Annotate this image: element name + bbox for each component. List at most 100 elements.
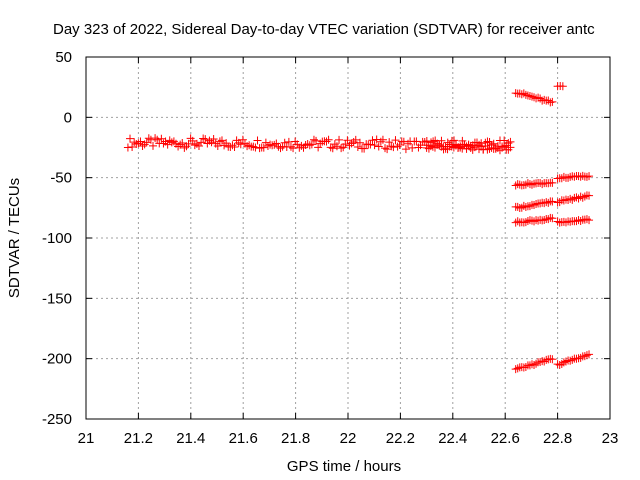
data-point [199,134,208,143]
data-point [309,135,318,144]
data-point [523,179,532,188]
data-point [561,357,570,366]
data-point [339,143,348,152]
x-tick-label: 21.2 [124,430,153,447]
y-tick-labels: 50 0 -50 -100 -150 -200 -250 [42,49,72,428]
data-point [530,200,539,209]
series-arc-3 [511,178,557,190]
data-point [253,136,262,145]
data-point [517,90,526,99]
data-point [532,359,541,368]
data-point [142,138,151,147]
data-point [234,138,243,147]
data-point [580,352,589,361]
data-point [555,361,564,370]
data-point [458,136,467,145]
data-point [337,144,346,153]
ticks [85,56,611,420]
data-point [391,136,400,145]
data-point [355,138,364,147]
data-point [360,144,369,153]
data-point [585,172,594,181]
data-point [385,138,394,147]
data-point [343,136,352,145]
data-point [326,143,335,152]
x-tick-label: 21 [78,430,95,447]
data-point [163,140,172,149]
data-point [544,198,553,207]
series-arc-7 [511,213,557,227]
data-point [259,143,268,152]
data-point [217,136,226,145]
data-point [519,363,528,372]
y-tick-label: -100 [42,230,72,247]
data-point [263,142,272,151]
data-point [272,139,281,148]
data-point [347,139,356,148]
data-point [513,364,522,373]
data-point [213,141,222,150]
data-point [585,216,594,225]
x-tick-label: 23 [602,430,619,447]
data-point [548,214,557,223]
data-point [395,141,404,150]
data-point [123,143,132,152]
data-point [165,136,174,145]
x-tick-label: 21.4 [176,430,205,447]
data-point [523,91,532,100]
data-point [261,138,270,147]
data-point [351,135,360,144]
data-point [332,142,341,151]
data-point [481,141,490,150]
x-tick-label: 22.2 [386,430,415,447]
data-point [228,141,237,150]
data-point [167,138,176,147]
data-point [149,141,158,150]
data-point [483,145,492,154]
data-point [255,144,264,153]
data-point [542,198,551,207]
data-point [293,140,302,149]
data-point [521,202,530,211]
series-arc-1 [511,89,557,107]
data-point [548,355,557,364]
data-point [416,141,425,150]
data-point [517,203,526,212]
data-point [447,142,456,151]
data-point [222,139,231,148]
data-point [368,136,377,145]
data-point [525,92,534,101]
series-arc-8 [553,215,594,227]
data-point [568,355,577,364]
series-band-b [422,141,515,155]
data-point [207,138,216,147]
data-point [540,357,549,366]
data-point [176,140,185,149]
data-point [314,143,323,152]
data-point [462,142,471,151]
series-arc-4 [553,171,594,183]
x-tick-label: 22.6 [491,430,520,447]
data-point [180,143,189,152]
data-point [209,135,218,144]
data-point [138,141,147,150]
y-tick-label: -150 [42,290,72,307]
data-point [483,137,492,146]
data-point [215,137,224,146]
data-point [236,140,245,149]
x-tick-label: 22.8 [543,430,572,447]
data-point [270,140,279,149]
data-point [412,137,421,146]
data-point [201,135,210,144]
data-point [585,191,594,200]
series-arc-2 [553,82,567,91]
data-point [536,94,545,103]
data-point [335,135,344,144]
series-arc-10 [553,350,594,370]
data-point [370,141,379,150]
data-point [381,144,390,153]
data-point [249,142,258,151]
data-point [568,195,577,204]
